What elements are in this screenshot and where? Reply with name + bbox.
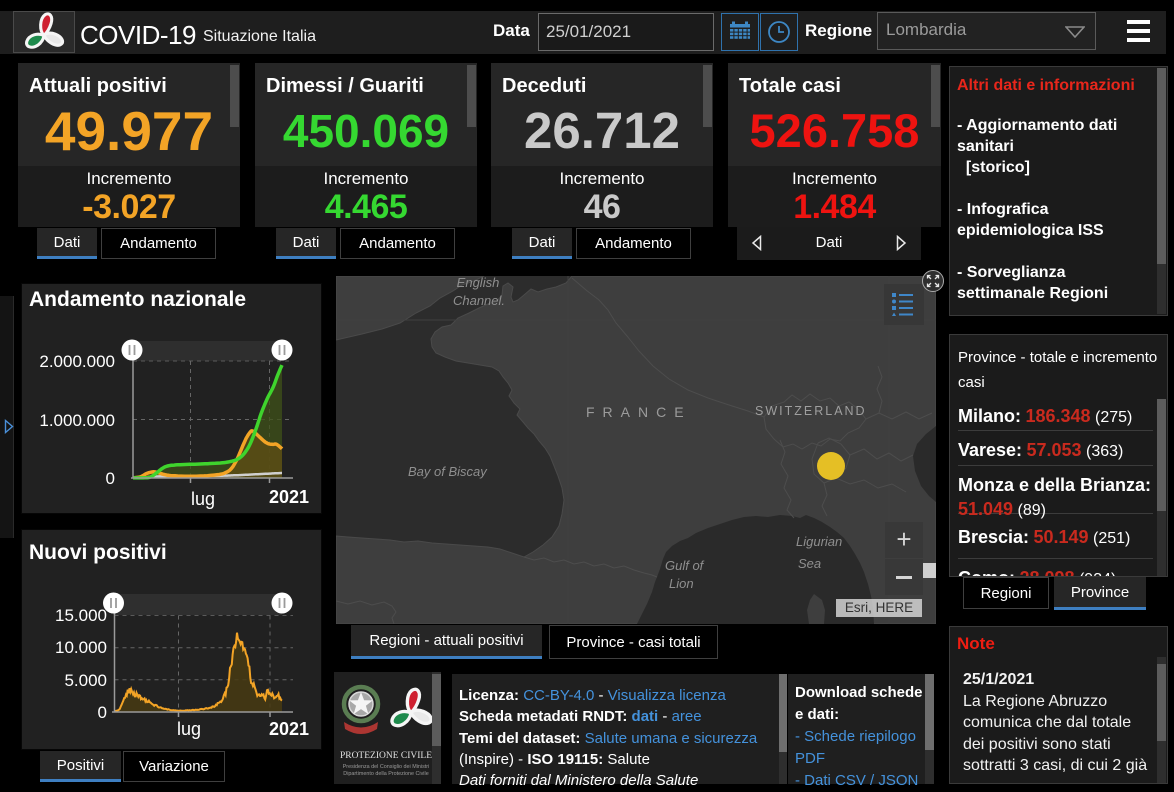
svg-text:Gulf of: Gulf of — [665, 558, 705, 573]
svg-text:Ligurian: Ligurian — [796, 534, 842, 549]
svg-text:5.000: 5.000 — [64, 671, 107, 690]
svg-text:2.000.000: 2.000.000 — [39, 352, 115, 371]
svg-text:FRANCE: FRANCE — [586, 404, 692, 420]
svg-text:15.000: 15.000 — [55, 606, 107, 625]
svg-text:lug: lug — [191, 489, 215, 509]
svg-text:2021: 2021 — [269, 719, 309, 739]
svg-text:2021: 2021 — [269, 487, 309, 507]
svg-text:0: 0 — [106, 469, 115, 488]
svg-text:English: English — [457, 276, 500, 290]
svg-text:SWITZERLAND: SWITZERLAND — [755, 404, 867, 418]
svg-text:lug: lug — [177, 719, 201, 739]
svg-text:Bay of Biscay: Bay of Biscay — [408, 464, 488, 479]
svg-text:Lion: Lion — [669, 576, 694, 591]
svg-text:Sea: Sea — [798, 556, 821, 571]
svg-text:0: 0 — [98, 703, 107, 722]
svg-text:Channel.: Channel. — [453, 293, 505, 308]
svg-text:1.000.000: 1.000.000 — [39, 411, 115, 430]
svg-text:10.000: 10.000 — [55, 638, 107, 657]
